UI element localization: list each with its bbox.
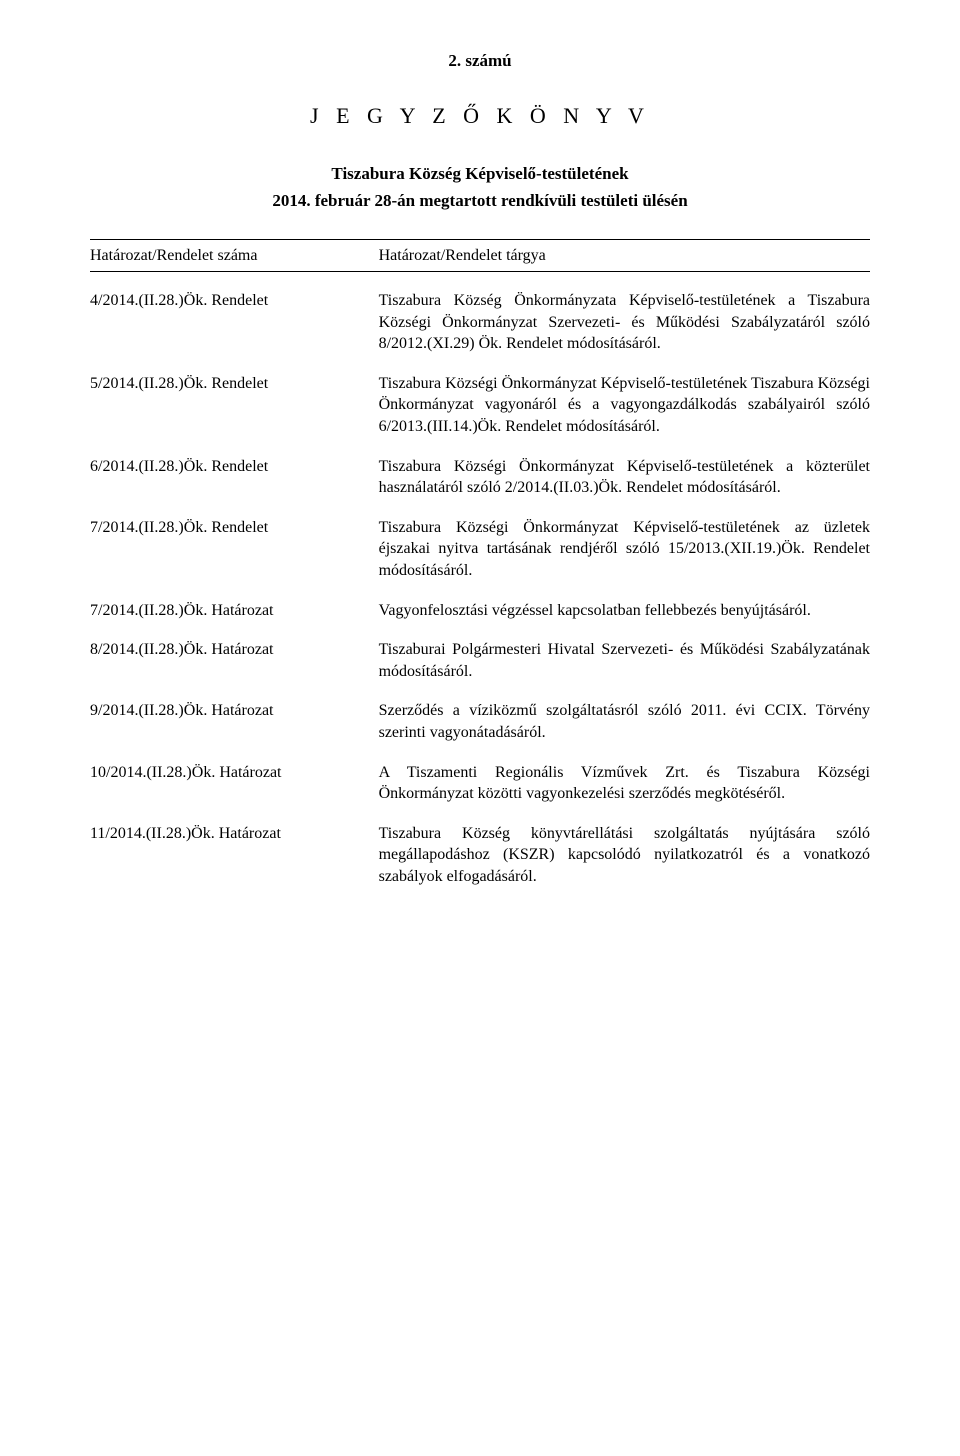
- table-row: 8/2014.(II.28.)Ök. Határozat Tiszaburai …: [90, 639, 870, 682]
- table-row: 10/2014.(II.28.)Ök. Határozat A Tiszamen…: [90, 762, 870, 805]
- table-row: 7/2014.(II.28.)Ök. Határozat Vagyonfelos…: [90, 600, 870, 622]
- table-header-subject: Határozat/Rendelet tárgya: [379, 245, 870, 267]
- entry-subject: Tiszabura Község könyvtárellátási szolgá…: [379, 823, 870, 888]
- table-header-number: Határozat/Rendelet száma: [90, 245, 379, 267]
- table-row: 4/2014.(II.28.)Ök. Rendelet Tiszabura Kö…: [90, 290, 870, 355]
- table-row: 7/2014.(II.28.)Ök. Rendelet Tiszabura Kö…: [90, 517, 870, 582]
- table-row: 9/2014.(II.28.)Ök. Határozat Szerződés a…: [90, 700, 870, 743]
- entry-number: 11/2014.(II.28.)Ök. Határozat: [90, 823, 379, 888]
- entry-number: 6/2014.(II.28.)Ök. Rendelet: [90, 456, 379, 499]
- entry-subject: Tiszabura Községi Önkormányzat Képviselő…: [379, 517, 870, 582]
- entry-subject: Tiszabura Községi Önkormányzat Képviselő…: [379, 373, 870, 438]
- entry-number: 7/2014.(II.28.)Ök. Határozat: [90, 600, 379, 622]
- entry-subject: Szerződés a víziközmű szolgáltatásról sz…: [379, 700, 870, 743]
- entry-subject: A Tiszamenti Regionális Vízművek Zrt. és…: [379, 762, 870, 805]
- document-subtitle-line1: Tiszabura Község Képviselő-testületének: [90, 163, 870, 186]
- entry-number: 10/2014.(II.28.)Ök. Határozat: [90, 762, 379, 805]
- entry-number: 5/2014.(II.28.)Ök. Rendelet: [90, 373, 379, 438]
- table-row: 6/2014.(II.28.)Ök. Rendelet Tiszabura Kö…: [90, 456, 870, 499]
- entry-number: 9/2014.(II.28.)Ök. Határozat: [90, 700, 379, 743]
- entry-subject: Tiszabura Községi Önkormányzat Képviselő…: [379, 456, 870, 499]
- table-row: 11/2014.(II.28.)Ök. Határozat Tiszabura …: [90, 823, 870, 888]
- entry-number: 8/2014.(II.28.)Ök. Határozat: [90, 639, 379, 682]
- entry-subject: Vagyonfelosztási végzéssel kapcsolatban …: [379, 600, 870, 622]
- entry-number: 7/2014.(II.28.)Ök. Rendelet: [90, 517, 379, 582]
- document-subtitle-line2: 2014. február 28-án megtartott rendkívül…: [90, 190, 870, 213]
- table-header-row: Határozat/Rendelet száma Határozat/Rende…: [90, 239, 870, 273]
- entry-subject: Tiszabura Község Önkormányzata Képviselő…: [379, 290, 870, 355]
- document-number: 2. számú: [90, 50, 870, 73]
- entry-subject: Tiszaburai Polgármesteri Hivatal Szervez…: [379, 639, 870, 682]
- document-title: J E G Y Z Ő K Ö N Y V: [90, 101, 870, 131]
- entry-number: 4/2014.(II.28.)Ök. Rendelet: [90, 290, 379, 355]
- table-row: 5/2014.(II.28.)Ök. Rendelet Tiszabura Kö…: [90, 373, 870, 438]
